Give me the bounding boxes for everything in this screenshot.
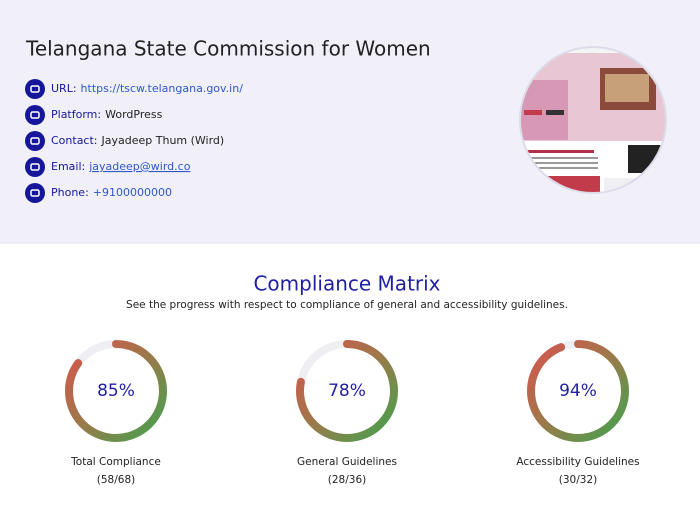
gauge-detail: (28/36) (328, 474, 366, 486)
info-label: URL: (51, 82, 77, 95)
info-icon-glyph (30, 163, 40, 171)
section-title: Compliance Matrix (253, 272, 440, 296)
gauge-value: 78% (328, 381, 366, 401)
info-label: Email: (51, 160, 85, 173)
info-value[interactable]: jayadeep@wird.co (88, 160, 190, 173)
gauge-detail: (58/68) (97, 474, 135, 486)
info-icon (25, 131, 45, 151)
info-row: Platform: WordPress (51, 108, 163, 121)
info-value: Jayadeep Thum (Wird) (101, 134, 225, 147)
info-label: Phone: (51, 186, 89, 199)
gauge-arc (296, 340, 398, 442)
info-icon (25, 157, 45, 177)
info-value: WordPress (105, 108, 162, 121)
info-row: URL: https://tscw.telangana.gov.in/ (51, 82, 243, 95)
info-row: Phone: +9100000000 (51, 186, 172, 199)
info-value[interactable]: +9100000000 (93, 186, 172, 199)
gauge-value: 85% (97, 381, 135, 401)
gauge-arc (527, 340, 629, 442)
info-icon (25, 79, 45, 99)
thumbnail-frame (519, 46, 667, 194)
gauge-value: 94% (559, 381, 597, 401)
info-icon-glyph (30, 85, 40, 93)
gauge-label: General Guidelines (297, 456, 397, 468)
site-title: Telangana State Commission for Women (25, 37, 431, 61)
info-icon (25, 183, 45, 203)
info-row: Email: jayadeep@wird.co (51, 160, 191, 173)
info-icon-glyph (30, 111, 40, 119)
info-icon-glyph (30, 137, 40, 145)
section-subtitle: See the progress with respect to complia… (126, 299, 568, 311)
info-value[interactable]: https://tscw.telangana.gov.in/ (81, 82, 244, 95)
gauge-label: Accessibility Guidelines (516, 456, 639, 468)
gauge-detail: (30/32) (559, 474, 597, 486)
info-icon (25, 105, 45, 125)
gauge-arc (65, 340, 167, 442)
info-row: Contact: Jayadeep Thum (Wird) (51, 134, 224, 147)
info-icon-glyph (30, 189, 40, 197)
gauge-label: Total Compliance (70, 456, 161, 468)
info-label: Contact: (51, 134, 98, 147)
info-label: Platform: (51, 108, 101, 121)
